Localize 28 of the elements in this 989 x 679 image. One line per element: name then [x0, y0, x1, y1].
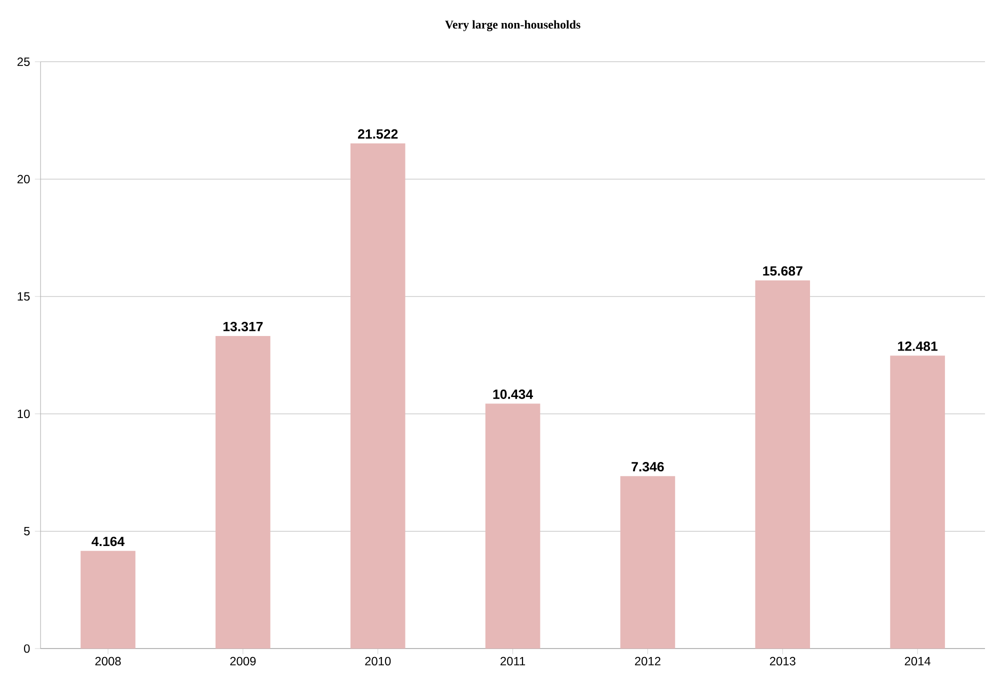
- bar: [890, 355, 945, 648]
- x-tick-label: 2014: [904, 656, 930, 666]
- data-label: 13.317: [223, 322, 263, 332]
- bar: [80, 550, 136, 648]
- y-tick-label: 15: [18, 292, 30, 300]
- x-tick-label: 2008: [95, 656, 121, 666]
- x-tick-label: 2009: [230, 656, 256, 666]
- y-tick-label: 25: [17, 57, 30, 66]
- y-tick-label: 0: [24, 644, 30, 653]
- y-tick-label: 20: [17, 174, 30, 184]
- bar: [216, 336, 270, 648]
- chart-title: Very large non-households: [445, 20, 580, 31]
- data-label: 15.687: [763, 266, 802, 276]
- x-tick-label: 2010: [365, 656, 391, 666]
- data-label: 21.522: [358, 129, 398, 138]
- bar: [620, 476, 676, 648]
- data-label: 12.481: [898, 341, 938, 351]
- y-tick-label: 10: [18, 409, 30, 418]
- bar: [755, 280, 810, 648]
- y-tick-label: 5: [24, 526, 30, 536]
- bar: [485, 403, 540, 648]
- bar: [350, 143, 406, 648]
- data-label: 10.434: [493, 389, 534, 399]
- x-tick-label: 2013: [770, 656, 796, 666]
- x-tick-label: 2011: [500, 656, 526, 666]
- data-label: 4.164: [92, 536, 125, 546]
- x-tick-label: 2012: [635, 656, 660, 666]
- data-label: 7.346: [632, 462, 664, 472]
